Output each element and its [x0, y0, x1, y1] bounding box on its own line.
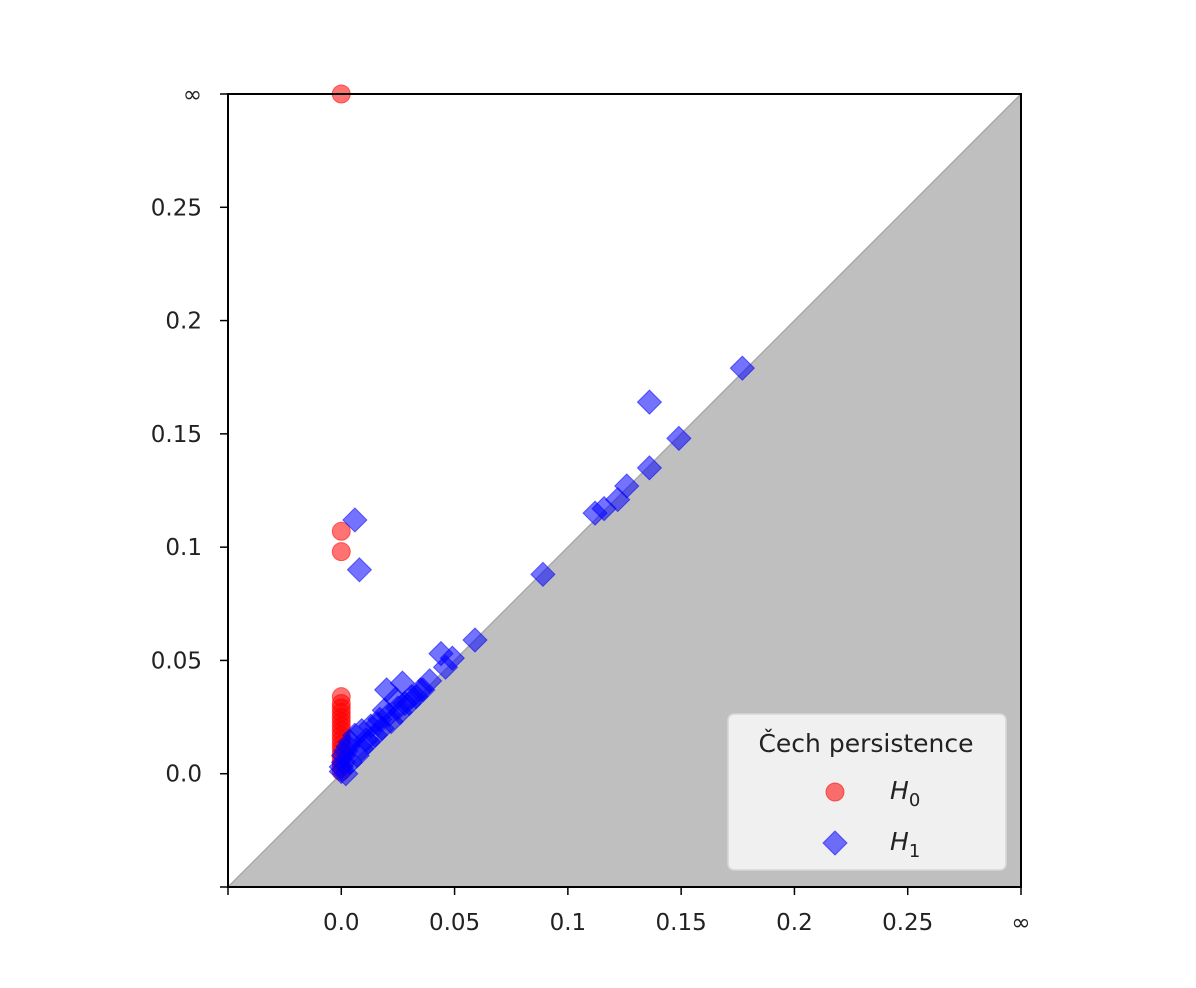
- h1-point: [666, 425, 692, 452]
- h1-point: [636, 389, 663, 415]
- h1-point: [382, 686, 409, 712]
- y-tick-label: ∞: [183, 82, 202, 108]
- y-tick-label: 0.25: [151, 195, 202, 221]
- y-tick-label: 0.15: [151, 422, 202, 448]
- legend-h0-subscript: 0: [909, 790, 920, 811]
- h1-points-group: [328, 355, 756, 787]
- y-tick-label: 0.1: [165, 535, 202, 561]
- x-axis: 0.0 0.05 0.1 0.15 0.2 0.25 ∞: [227, 887, 1031, 936]
- x-tick-label: ∞: [1011, 910, 1030, 936]
- x-tick-label: 0.05: [429, 910, 480, 936]
- h1-point: [342, 507, 368, 533]
- y-tick-label: 0.0: [165, 762, 202, 788]
- h1-point: [346, 557, 373, 583]
- x-tick-label: 0.15: [656, 910, 707, 936]
- h1-point: [333, 761, 359, 787]
- legend-h0-marker: [825, 782, 845, 802]
- legend-h1-marker: [822, 830, 848, 856]
- legend-h0-label: H0: [890, 776, 920, 811]
- x-tick-label: 0.25: [882, 910, 933, 936]
- h1-point: [410, 677, 436, 703]
- legend-box: [727, 713, 1007, 871]
- h0-point: [331, 542, 351, 562]
- legend: Čech persistence H0 H1: [727, 713, 1007, 871]
- h0-point: [331, 521, 351, 541]
- h1-point: [432, 654, 459, 680]
- h1-point: [582, 500, 608, 526]
- h1-point: [353, 727, 379, 753]
- h1-point: [530, 561, 556, 588]
- plot-frame: [227, 93, 1022, 888]
- h1-point: [636, 455, 663, 481]
- legend-h1-name: H: [890, 827, 909, 856]
- y-tick-label: 0.2: [165, 309, 202, 335]
- y-tick-label: 0.05: [151, 648, 202, 674]
- y-axis: 0.0 0.05 0.1 0.15 0.2 0.25 ∞: [151, 82, 228, 888]
- legend-h0-name: H: [890, 776, 909, 805]
- x-tick-label: 0.1: [550, 910, 587, 936]
- x-tick-label: 0.0: [323, 910, 360, 936]
- h1-point: [729, 355, 756, 381]
- legend-title: Čech persistence: [758, 728, 973, 758]
- x-tick-label: 0.2: [776, 910, 813, 936]
- legend-h1-label: H1: [890, 827, 920, 862]
- h1-point: [462, 627, 488, 653]
- legend-h1-subscript: 1: [909, 841, 920, 862]
